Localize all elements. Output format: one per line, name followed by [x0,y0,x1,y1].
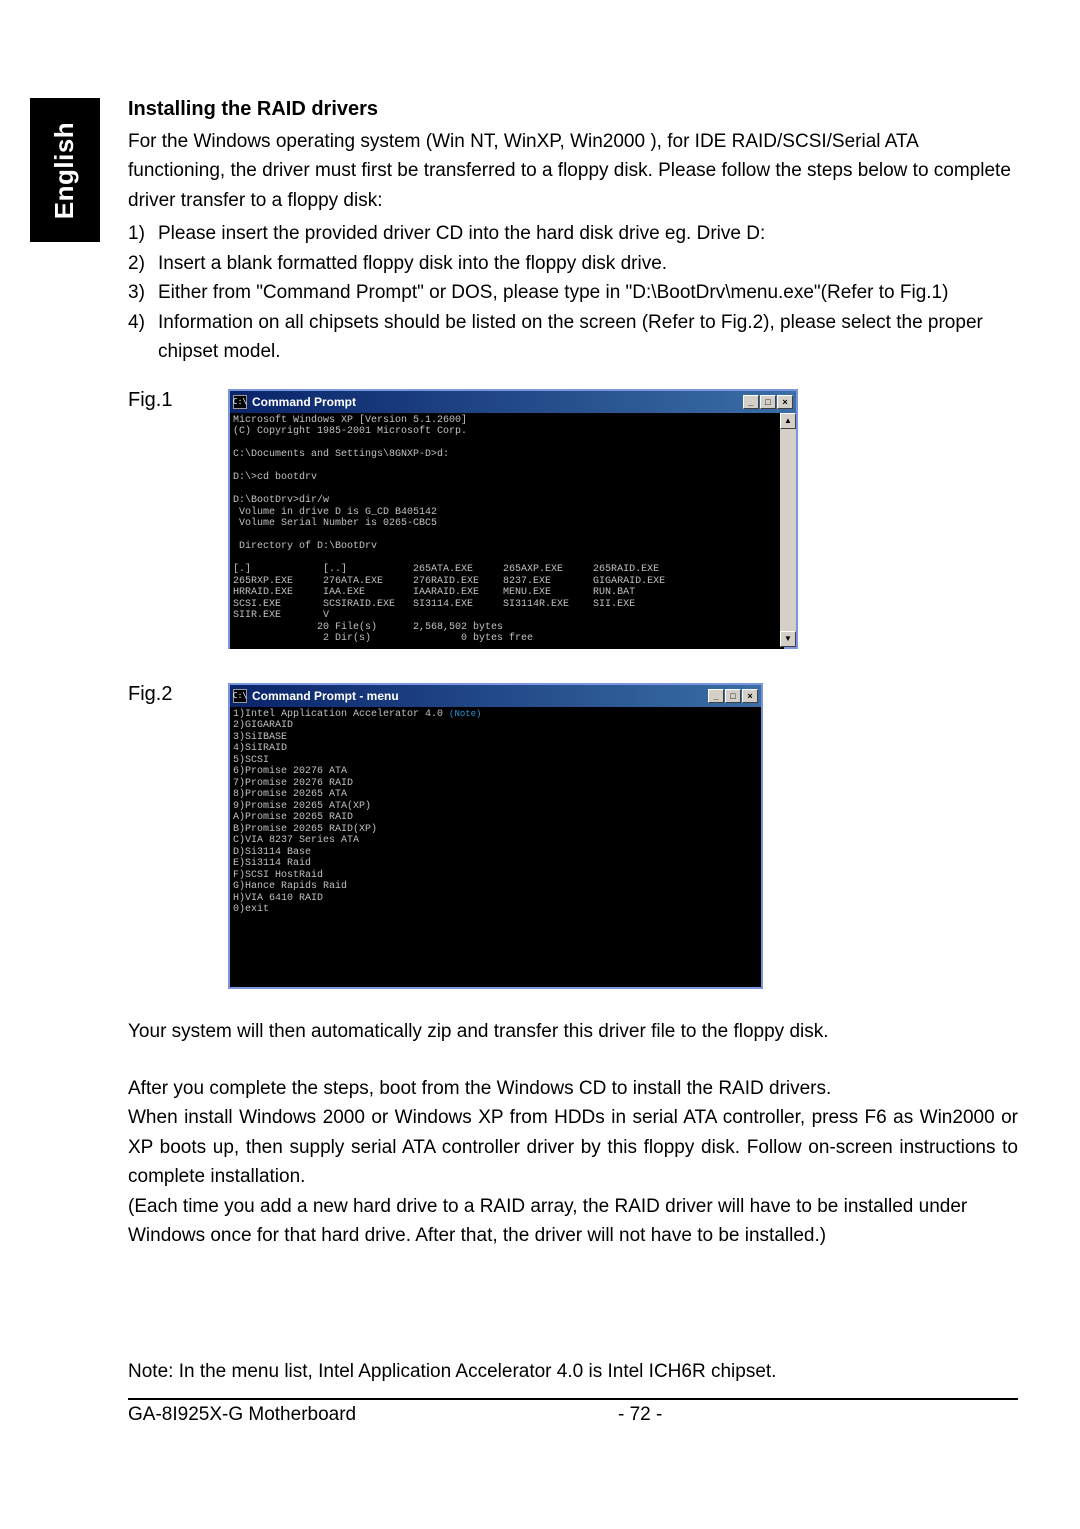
footer-rule [128,1398,1018,1400]
fig2-command-prompt-window: C:\ Command Prompt - menu _ □ × 1)Intel … [228,683,763,989]
fig1-window-buttons: _ □ × [743,395,793,409]
terminal-line: 4)SiIRAID [233,743,758,755]
terminal-line [233,927,758,939]
note-annotation: (Note) [449,709,481,719]
terminal-line: 8)Promise 20265 ATA [233,789,758,801]
note-line: Note: In the menu list, Intel Applicatio… [128,1361,1018,1383]
cmd-icon: C:\ [233,395,247,409]
terminal-line: B)Promise 20265 RAID(XP) [233,824,758,836]
fig2-window-buttons: _ □ × [708,689,758,703]
close-button[interactable]: × [777,395,793,409]
terminal-line: 1)Intel Application Accelerator 4.0 (Not… [233,709,758,721]
after-para-4: (Each time you add a new hard drive to a… [128,1192,1018,1251]
figure-2-block: Fig.2 C:\ Command Prompt - menu _ □ × 1)… [128,683,1018,989]
terminal-line [233,950,758,962]
after-figures-text: Your system will then automatically zip … [128,1017,1018,1251]
terminal-line [233,962,758,974]
fig1-titlebar: C:\ Command Prompt _ □ × [230,391,796,413]
scroll-up-button[interactable]: ▲ [780,413,796,429]
after-para-1: Your system will then automatically zip … [128,1017,1018,1046]
after-para-2: After you complete the steps, boot from … [128,1074,1018,1103]
step-3: 3) Either from "Command Prompt" or DOS, … [128,278,1018,307]
step-4: 4) Information on all chipsets should be… [128,308,1018,367]
terminal-line: SCSI.EXE SCSIRAID.EXE SI3114.EXE SI3114R… [233,599,781,611]
terminal-line [233,438,781,450]
figure-2-label: Fig.2 [128,683,228,989]
step-text: Please insert the provided driver CD int… [158,219,1018,248]
terminal-line: F)SCSI HostRaid [233,870,758,882]
terminal-line [233,461,781,473]
steps-list: 1) Please insert the provided driver CD … [128,219,1018,366]
terminal-line [233,484,781,496]
terminal-line: HRRAID.EXE IAA.EXE IAARAID.EXE MENU.EXE … [233,587,781,599]
step-number: 2) [128,249,158,278]
fig2-window-title: Command Prompt - menu [252,689,708,703]
terminal-line: C:\Documents and Settings\8GNXP-D>d: [233,449,781,461]
step-text: Either from "Command Prompt" or DOS, ple… [158,278,1018,307]
minimize-button[interactable]: _ [708,689,724,703]
terminal-line: Microsoft Windows XP [Version 5.1.2600] [233,415,781,427]
step-number: 4) [128,308,158,367]
step-1: 1) Please insert the provided driver CD … [128,219,1018,248]
maximize-button[interactable]: □ [725,689,741,703]
step-number: 3) [128,278,158,307]
footer-board-name: GA-8I925X-G Motherboard [128,1404,618,1426]
fig1-scrollbar[interactable]: ▲ ▼ [780,413,796,647]
intro-paragraph: For the Windows operating system (Win NT… [128,127,1018,215]
terminal-line: D:\BootDrv>dir/w [233,495,781,507]
terminal-line: 0)exit [233,904,758,916]
language-tab: English [30,98,100,242]
terminal-line: 5)SCSI [233,755,758,767]
terminal-line: 2)GIGARAID [233,720,758,732]
maximize-button[interactable]: □ [760,395,776,409]
after-para-3: When install Windows 2000 or Windows XP … [128,1103,1018,1191]
fig1-terminal-body: Microsoft Windows XP [Version 5.1.2600](… [230,413,784,649]
terminal-line: Directory of D:\BootDrv [233,541,781,553]
terminal-line [233,645,781,649]
step-2: 2) Insert a blank formatted floppy disk … [128,249,1018,278]
fig1-command-prompt-window: C:\ Command Prompt _ □ × Microsoft Windo… [228,389,798,649]
terminal-line: 20 File(s) 2,568,502 bytes [233,622,781,634]
terminal-line: 3)SiIBASE [233,732,758,744]
step-number: 1) [128,219,158,248]
fig2-titlebar: C:\ Command Prompt - menu _ □ × [230,685,761,707]
main-content: Installing the RAID drivers For the Wind… [128,98,1018,1383]
terminal-line: 6)Promise 20276 ATA [233,766,758,778]
terminal-line: 7)Promise 20276 RAID [233,778,758,790]
terminal-line [233,973,758,985]
terminal-line [233,939,758,951]
step-text: Insert a blank formatted floppy disk int… [158,249,1018,278]
step-text: Information on all chipsets should be li… [158,308,1018,367]
page-footer: GA-8I925X-G Motherboard - 72 - [128,1404,1018,1426]
terminal-line [233,530,781,542]
fig2-terminal-body: 1)Intel Application Accelerator 4.0 (Not… [230,707,761,987]
terminal-line: 2 Dir(s) 0 bytes free [233,633,781,645]
terminal-line: C)VIA 8237 Series ATA [233,835,758,847]
terminal-line: Volume Serial Number is 0265-CBC5 [233,518,781,530]
terminal-line: 9)Promise 20265 ATA(XP) [233,801,758,813]
terminal-line: A)Promise 20265 RAID [233,812,758,824]
terminal-line: 265RXP.EXE 276ATA.EXE 276RAID.EXE 8237.E… [233,576,781,588]
language-label: English [50,121,81,218]
terminal-line: (C) Copyright 1985-2001 Microsoft Corp. [233,426,781,438]
terminal-line: E)Si3114 Raid [233,858,758,870]
figure-1-block: Fig.1 C:\ Command Prompt _ □ × Microsoft… [128,389,1018,649]
section-heading: Installing the RAID drivers [128,98,1018,121]
terminal-line: D)Si3114 Base [233,847,758,859]
scroll-down-button[interactable]: ▼ [780,631,796,647]
figure-1-label: Fig.1 [128,389,228,649]
fig1-window-title: Command Prompt [252,395,743,409]
terminal-line [233,553,781,565]
terminal-line: H)VIA 6410 RAID [233,893,758,905]
terminal-line: G)Hance Rapids Raid [233,881,758,893]
minimize-button[interactable]: _ [743,395,759,409]
terminal-line: Volume in drive D is G_CD B405142 [233,507,781,519]
terminal-line: [.] [..] 265ATA.EXE 265AXP.EXE 265RAID.E… [233,564,781,576]
close-button[interactable]: × [742,689,758,703]
footer-page-number: - 72 - [618,1404,1018,1426]
cmd-icon: C:\ [233,689,247,703]
terminal-line: SIIR.EXE V [233,610,781,622]
terminal-line: D:\>cd bootdrv [233,472,781,484]
terminal-line [233,916,758,928]
